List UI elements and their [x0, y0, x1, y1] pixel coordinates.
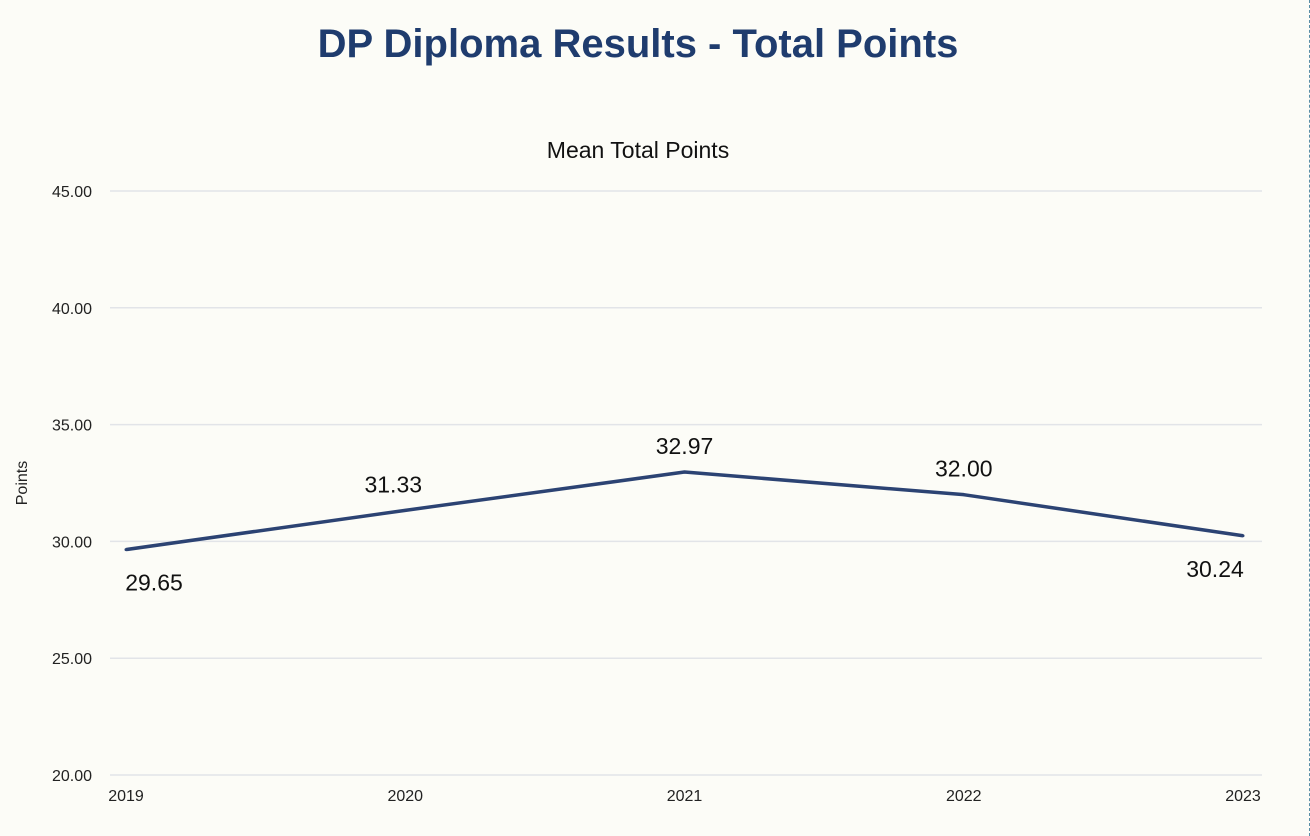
data-point: [1241, 534, 1245, 538]
x-tick-label: 2022: [946, 788, 982, 805]
x-tick-label: 2023: [1225, 788, 1261, 805]
y-tick-label: 40.00: [52, 301, 92, 318]
y-axis-label: Points: [14, 461, 31, 505]
data-labels: 29.65 31.33 32.97 32.00 30.24: [125, 433, 1244, 596]
y-tick-label: 45.00: [52, 184, 92, 201]
data-label: 29.65: [125, 570, 183, 596]
chart-title: Mean Total Points: [547, 137, 729, 163]
data-point: [124, 548, 128, 552]
page-title: DP Diploma Results - Total Points: [317, 22, 959, 66]
data-point: [683, 470, 686, 474]
data-label: 30.24: [1186, 556, 1244, 582]
series-lines: [124, 470, 1245, 552]
data-point: [962, 493, 966, 497]
x-tick-label: 2021: [667, 788, 703, 805]
data-label: 32.00: [935, 456, 993, 482]
data-label: 31.33: [364, 471, 422, 497]
y-axis-ticks: 20.00 25.00 30.00 35.00 40.00 45.00: [52, 184, 92, 785]
series-line: [125, 470, 1244, 552]
data-label: 32.97: [656, 433, 714, 459]
y-tick-label: 35.00: [52, 418, 92, 435]
y-tick-label: 25.00: [52, 651, 92, 668]
x-tick-label: 2019: [108, 788, 144, 805]
y-tick-label: 30.00: [52, 534, 92, 551]
gridlines: [110, 190, 1262, 776]
data-point: [403, 508, 407, 512]
x-axis-ticks: 2019 2020 2021 2022 2023: [108, 788, 1261, 805]
y-tick-label: 20.00: [52, 768, 92, 785]
x-tick-label: 2020: [387, 788, 423, 805]
